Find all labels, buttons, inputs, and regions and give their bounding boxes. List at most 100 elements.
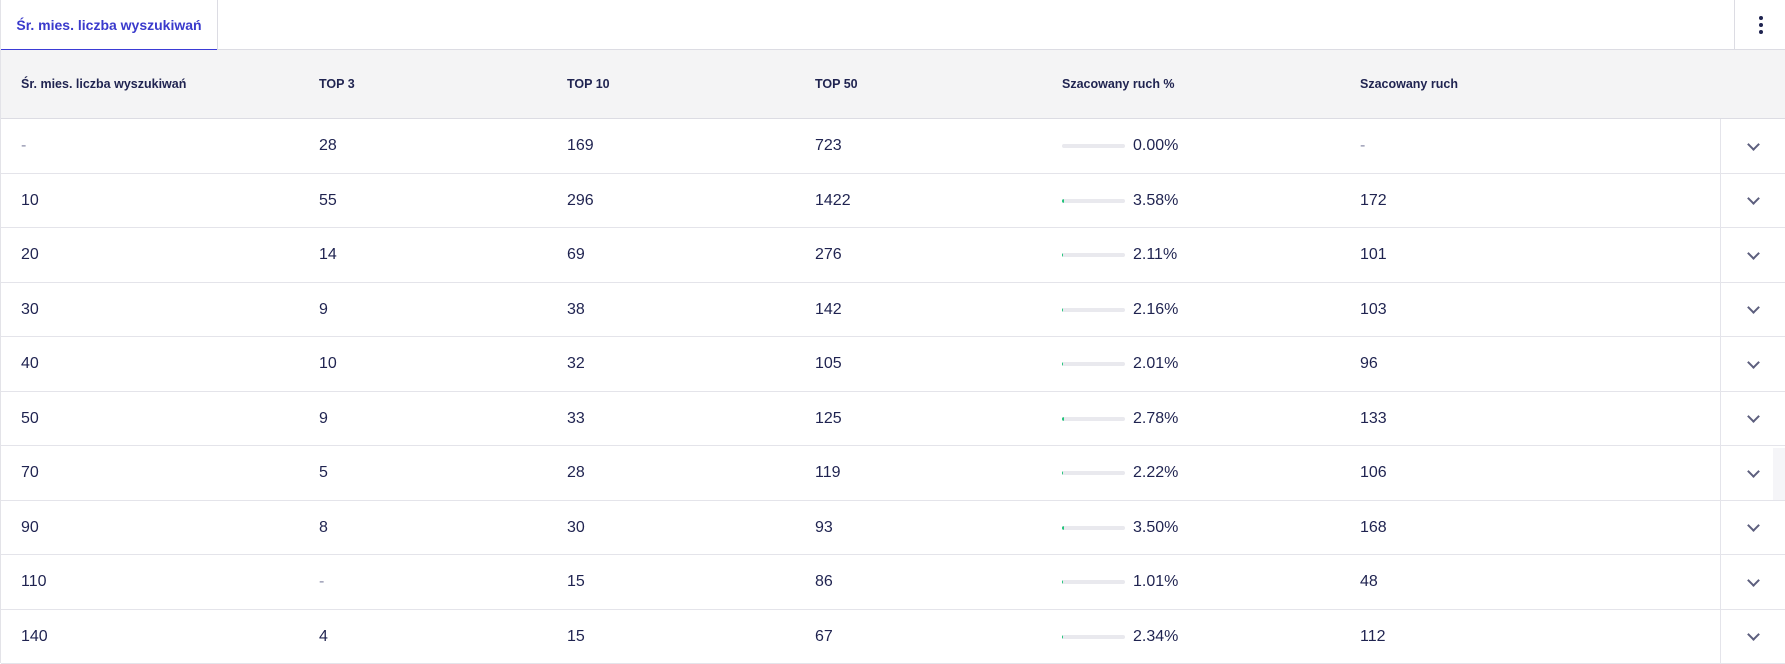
scrollbar-thumb[interactable] bbox=[1773, 448, 1785, 500]
cell-traffic: 133 bbox=[1360, 392, 1387, 446]
traffic-progress-bar bbox=[1062, 253, 1125, 257]
expand-row-button[interactable] bbox=[1720, 337, 1785, 391]
cell-top50: 93 bbox=[815, 501, 833, 555]
column-header-volume[interactable]: Śr. mies. liczba wyszukiwań bbox=[21, 50, 186, 118]
tab-avg-monthly-searches[interactable]: Śr. mies. liczba wyszukiwań bbox=[1, 0, 218, 50]
column-header-top3[interactable]: TOP 3 bbox=[319, 50, 355, 118]
cell-top3: 9 bbox=[319, 283, 328, 337]
cell-top10: 38 bbox=[567, 283, 585, 337]
chevron-down-icon bbox=[1747, 356, 1760, 369]
chevron-down-icon bbox=[1747, 192, 1760, 205]
cell-traffic-pct: 3.50% bbox=[1062, 501, 1178, 555]
column-header-top10[interactable]: TOP 10 bbox=[567, 50, 610, 118]
traffic-progress-bar bbox=[1062, 635, 1125, 639]
cell-traffic-pct: 2.78% bbox=[1062, 392, 1178, 446]
traffic-pct-value: 2.01% bbox=[1133, 355, 1178, 373]
traffic-progress-fill bbox=[1062, 471, 1063, 475]
cell-traffic: 101 bbox=[1360, 228, 1387, 282]
cell-traffic: 96 bbox=[1360, 337, 1378, 391]
cell-volume: 40 bbox=[21, 337, 39, 391]
cell-top10: 15 bbox=[567, 610, 585, 664]
chevron-down-icon bbox=[1747, 301, 1760, 314]
column-header-traffic[interactable]: Szacowany ruch bbox=[1360, 50, 1458, 118]
column-header-traffic-pct[interactable]: Szacowany ruch % bbox=[1062, 50, 1175, 118]
cell-traffic-pct: 3.58% bbox=[1062, 174, 1178, 228]
cell-top3: 9 bbox=[319, 392, 328, 446]
cell-top10: 69 bbox=[567, 228, 585, 282]
traffic-progress-bar bbox=[1062, 580, 1125, 584]
cell-volume: 10 bbox=[21, 174, 39, 228]
traffic-progress-bar bbox=[1062, 417, 1125, 421]
cell-top3: 14 bbox=[319, 228, 337, 282]
cell-traffic-pct: 2.11% bbox=[1062, 228, 1177, 282]
cell-top50: 142 bbox=[815, 283, 842, 337]
traffic-progress-fill bbox=[1062, 580, 1063, 584]
traffic-pct-value: 0.00% bbox=[1133, 137, 1178, 155]
expand-row-button[interactable] bbox=[1720, 228, 1785, 282]
cell-top10: 33 bbox=[567, 392, 585, 446]
cell-top50: 276 bbox=[815, 228, 842, 282]
cell-top3: 55 bbox=[319, 174, 337, 228]
traffic-pct-value: 2.22% bbox=[1133, 464, 1178, 482]
cell-traffic: - bbox=[1360, 119, 1365, 173]
traffic-pct-value: 2.34% bbox=[1133, 628, 1178, 646]
cell-top3: 28 bbox=[319, 119, 337, 173]
cell-top3: 5 bbox=[319, 446, 328, 500]
tab-bar: Śr. mies. liczba wyszukiwań bbox=[1, 0, 1785, 50]
traffic-progress-fill bbox=[1062, 526, 1064, 530]
chevron-down-icon bbox=[1747, 574, 1760, 587]
cell-top50: 119 bbox=[815, 446, 841, 500]
cell-top3: 10 bbox=[319, 337, 337, 391]
expand-row-button[interactable] bbox=[1720, 119, 1785, 173]
expand-row-button[interactable] bbox=[1720, 555, 1785, 609]
cell-traffic-pct: 2.16% bbox=[1062, 283, 1178, 337]
more-options-button[interactable] bbox=[1734, 0, 1785, 50]
chevron-down-icon bbox=[1747, 465, 1760, 478]
expand-row-button[interactable] bbox=[1720, 283, 1785, 337]
traffic-progress-fill bbox=[1062, 308, 1063, 312]
traffic-progress-bar bbox=[1062, 362, 1125, 366]
cell-traffic: 172 bbox=[1360, 174, 1387, 228]
traffic-pct-value: 1.01% bbox=[1133, 573, 1178, 591]
cell-traffic-pct: 2.22% bbox=[1062, 446, 1178, 500]
traffic-progress-fill bbox=[1062, 199, 1064, 203]
cell-volume: 90 bbox=[21, 501, 39, 555]
traffic-progress-fill bbox=[1062, 253, 1063, 257]
cell-traffic-pct: 0.00% bbox=[1062, 119, 1178, 173]
expand-row-button[interactable] bbox=[1720, 501, 1785, 555]
cell-top10: 169 bbox=[567, 119, 594, 173]
cell-top50: 105 bbox=[815, 337, 842, 391]
cell-volume: 70 bbox=[21, 446, 39, 500]
chevron-down-icon bbox=[1747, 138, 1760, 151]
column-header-top50[interactable]: TOP 50 bbox=[815, 50, 858, 118]
cell-traffic: 48 bbox=[1360, 555, 1378, 609]
cell-top10: 28 bbox=[567, 446, 585, 500]
cell-top10: 30 bbox=[567, 501, 585, 555]
traffic-progress-bar bbox=[1062, 308, 1125, 312]
traffic-pct-value: 3.50% bbox=[1133, 519, 1178, 537]
expand-row-button[interactable] bbox=[1720, 610, 1785, 664]
traffic-progress-fill bbox=[1062, 635, 1063, 639]
cell-volume: 110 bbox=[21, 555, 47, 609]
expand-row-button[interactable] bbox=[1720, 174, 1785, 228]
expand-row-button[interactable] bbox=[1720, 392, 1785, 446]
cell-volume: 30 bbox=[21, 283, 39, 337]
cell-traffic-pct: 1.01% bbox=[1062, 555, 1178, 609]
cell-traffic-pct: 2.01% bbox=[1062, 337, 1178, 391]
traffic-progress-bar bbox=[1062, 526, 1125, 530]
cell-traffic-pct: 2.34% bbox=[1062, 610, 1178, 664]
traffic-progress-bar bbox=[1062, 199, 1125, 203]
kebab-menu-icon bbox=[1759, 16, 1763, 34]
